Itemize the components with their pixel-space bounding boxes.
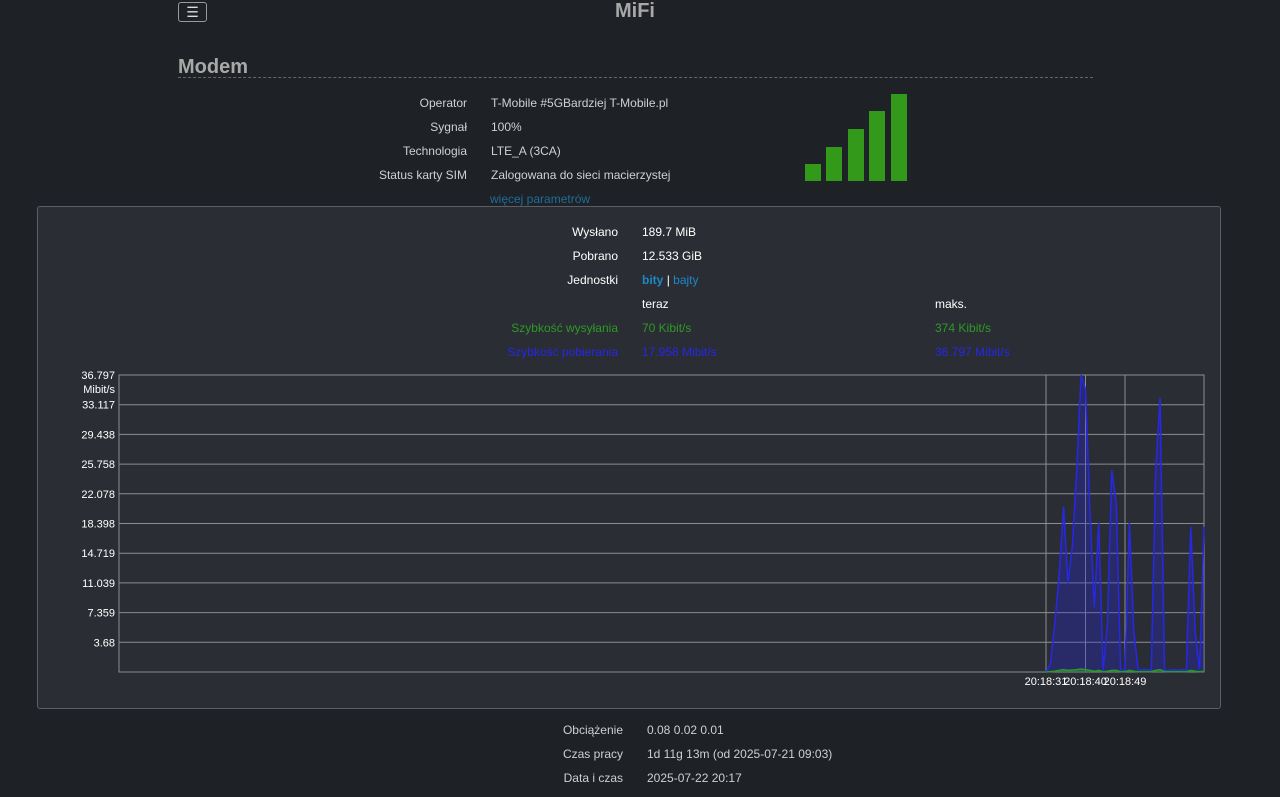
- menu-button[interactable]: ☰: [178, 2, 207, 22]
- units-bits-link[interactable]: bity: [642, 273, 664, 287]
- sent-value: 189.7 MiB: [642, 225, 697, 239]
- section-title-modem: Modem: [178, 56, 248, 78]
- chart-y-tick-label: 3.68: [94, 637, 115, 649]
- chart-y-tick-label: 22.078: [81, 489, 115, 501]
- load-value: 0.08 0.02 0.01: [647, 723, 724, 737]
- sent-label: Wysłano: [572, 225, 618, 239]
- chart-y-tick-label: 18.398: [81, 519, 115, 531]
- technology-value: LTE_A (3CA): [491, 144, 561, 158]
- signal-bar-1: [805, 164, 821, 181]
- signal-bar-2: [826, 147, 842, 181]
- download-speed-max: 36.797 Mibit/s: [935, 345, 1010, 359]
- technology-label: Technologia: [402, 144, 467, 158]
- signal-label: Sygnał: [430, 120, 467, 134]
- chart-y-tick-label: 7.359: [87, 608, 115, 620]
- operator-label: Operator: [419, 96, 467, 110]
- signal-bar-3: [848, 129, 864, 181]
- max-header: maks.: [935, 297, 968, 311]
- signal-bar-4: [869, 111, 885, 181]
- download-speed-now: 17.958 Mibit/s: [642, 345, 717, 359]
- throughput-chart: 36.797 33.117 29.438 25.758 22.078 18.398 14.7…: [81, 370, 1205, 688]
- datetime-label: Data i czas: [563, 771, 623, 785]
- chart-area-download: [1046, 375, 1204, 672]
- app-title: MiFi: [615, 0, 655, 22]
- signal-value: 100%: [491, 120, 522, 134]
- sim-status-value: Zalogowana do sieci macierzystej: [491, 168, 671, 182]
- chart-y-tick-label: 33.117: [82, 400, 115, 412]
- load-label: Obciążenie: [562, 723, 623, 737]
- signal-bars: [805, 94, 907, 181]
- received-value: 12.533 GiB: [642, 249, 703, 263]
- uptime-label: Czas pracy: [562, 747, 623, 761]
- hamburger-icon: ☰: [186, 4, 199, 20]
- upload-speed-label: Szybkość wysyłania: [511, 321, 618, 335]
- chart-y-tick-label: 36.797: [81, 370, 115, 382]
- datetime-value: 2025-07-22 20:17: [647, 771, 742, 785]
- uptime-value: 1d 11g 13m (od 2025-07-21 09:03): [647, 747, 833, 761]
- operator-value: T-Mobile #5GBardziej T-Mobile.pl: [491, 96, 669, 110]
- chart-x-tick-label: 20:18:31: [1025, 676, 1068, 688]
- chart-y-unit-label: Mibit/s: [83, 384, 115, 396]
- units-separator: |: [666, 273, 670, 287]
- traffic-panel: Wysłano 189.7 MiB Pobrano 12.533 GiB Jed…: [37, 206, 1221, 709]
- units-label: Jednostki: [567, 273, 618, 287]
- sim-status-label: Status karty SIM: [378, 168, 467, 182]
- chart-y-tick-label: 14.719: [81, 548, 115, 560]
- upload-speed-max: 374 Kibit/s: [935, 321, 992, 335]
- units-bytes-link[interactable]: bajty: [673, 273, 699, 287]
- chart-x-tick-label: 20:18:40: [1064, 676, 1107, 688]
- upload-speed-now: 70 Kibit/s: [642, 321, 692, 335]
- signal-bar-5: [891, 94, 907, 181]
- units-selector: bity | bajty: [642, 273, 699, 287]
- chart-x-tick-label: 20:18:49: [1104, 676, 1147, 688]
- now-header: teraz: [642, 297, 669, 311]
- more-parameters-link[interactable]: więcej parametrów: [490, 192, 591, 206]
- chart-y-tick-label: 29.438: [81, 429, 115, 441]
- chart-y-tick-label: 11.039: [82, 578, 115, 590]
- chart-line-upload: [1045, 668, 1205, 673]
- received-label: Pobrano: [572, 249, 618, 263]
- chart-line-download: [1045, 374, 1205, 673]
- chart-y-tick-label: 25.758: [81, 459, 115, 471]
- download-speed-label: Szybkość pobierania: [507, 345, 618, 359]
- section-divider: [178, 77, 1093, 78]
